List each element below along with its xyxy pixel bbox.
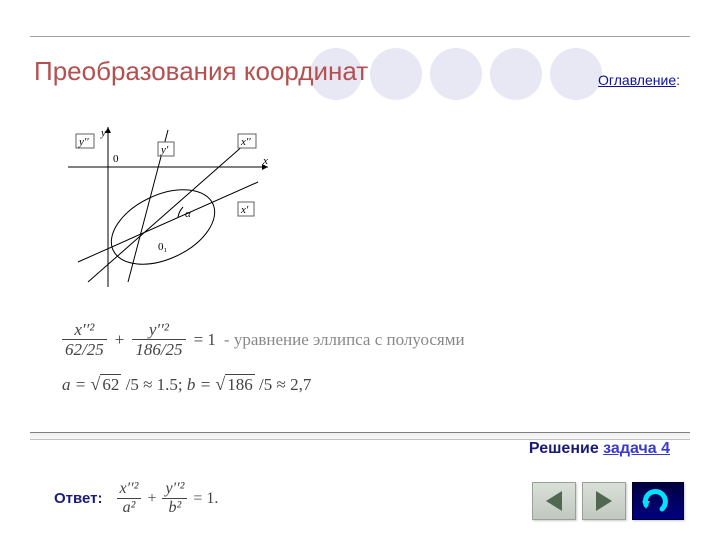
answer-equation: x′′² a² + y′′² b² = 1. [117,480,219,517]
plus-sign: + [115,330,125,350]
top-rule [30,36,690,37]
frac-num: y′′² [146,320,172,339]
solution-prefix: Решение [529,440,603,457]
label-ypp: y′′ [78,136,89,148]
label-x: x [262,155,268,167]
b-radicand: 186 [225,374,255,395]
nav-buttons [532,482,684,520]
return-icon [640,487,676,515]
frac-den: 186/25 [132,340,185,359]
page-title: Преобразования координат [34,56,368,87]
label-alpha: α [185,208,191,220]
label-y: y [100,127,106,139]
a-tail: /5 ≈ 1.5; [126,375,187,394]
return-button[interactable] [632,482,684,520]
toc-link-text[interactable]: Оглавление [598,72,676,88]
circle-deco [430,48,482,100]
label-xpp: x′′ [240,136,251,148]
answer-label: Ответ: [54,490,103,507]
solution-label: Решение задача 4 [529,440,670,458]
frac-den: 62/25 [62,340,107,359]
plus-sign: + [147,490,156,508]
frac-num: x′′² [71,320,97,339]
slide: Преобразования координат Оглавление: [0,0,720,540]
fraction: y′′² 186/25 [132,320,185,359]
back-button[interactable] [532,482,576,520]
bottom-rule [30,432,690,440]
answer-row: Ответ: x′′² a² + y′′² b² = 1. [54,480,218,517]
equation-note: - уравнение эллипса с полуосями [224,330,465,350]
radical: √186 [215,374,254,395]
triangle-right-icon [596,491,612,511]
fraction: x′′² a² [117,480,142,517]
circle-deco [370,48,422,100]
circle-deco [550,48,602,100]
fraction: x′′² 62/25 [62,320,107,359]
forward-button[interactable] [582,482,626,520]
label-xp: x′ [240,204,249,216]
a-radicand: 62 [100,374,121,395]
label-o1: 0₁ [158,241,168,253]
radical: √62 [90,374,121,395]
b-tail: /5 ≈ 2,7 [259,375,311,394]
triangle-left-icon [546,491,562,511]
equals-one: = 1. [193,490,218,508]
ellipse-equation: x′′² 62/25 + y′′² 186/25 = 1 - уравнение… [62,320,465,359]
label-yp: y′ [160,144,169,156]
problem-link[interactable]: задача 4 [603,440,670,457]
frac-den: b² [166,499,185,517]
coordinate-diagram: y′′ y y′ x′′ x x′ 0 0₁ α [58,122,278,292]
semiaxes-equation: a = √62 /5 ≈ 1.5; b = √186 /5 ≈ 2,7 [62,374,311,395]
circle-deco [490,48,542,100]
frac-num: x′′² [117,480,142,498]
toc-link: Оглавление: [598,72,680,88]
diagram-svg: y′′ y y′ x′′ x x′ 0 0₁ α [58,122,278,292]
fraction: y′′² b² [162,480,187,517]
label-o: 0 [113,153,119,165]
b-prefix: b = [187,375,215,394]
frac-num: y′′² [162,480,187,498]
frac-den: a² [120,499,139,517]
a-prefix: a = [62,375,90,394]
equals-one: = 1 [194,330,216,350]
toc-suffix: : [676,72,680,88]
